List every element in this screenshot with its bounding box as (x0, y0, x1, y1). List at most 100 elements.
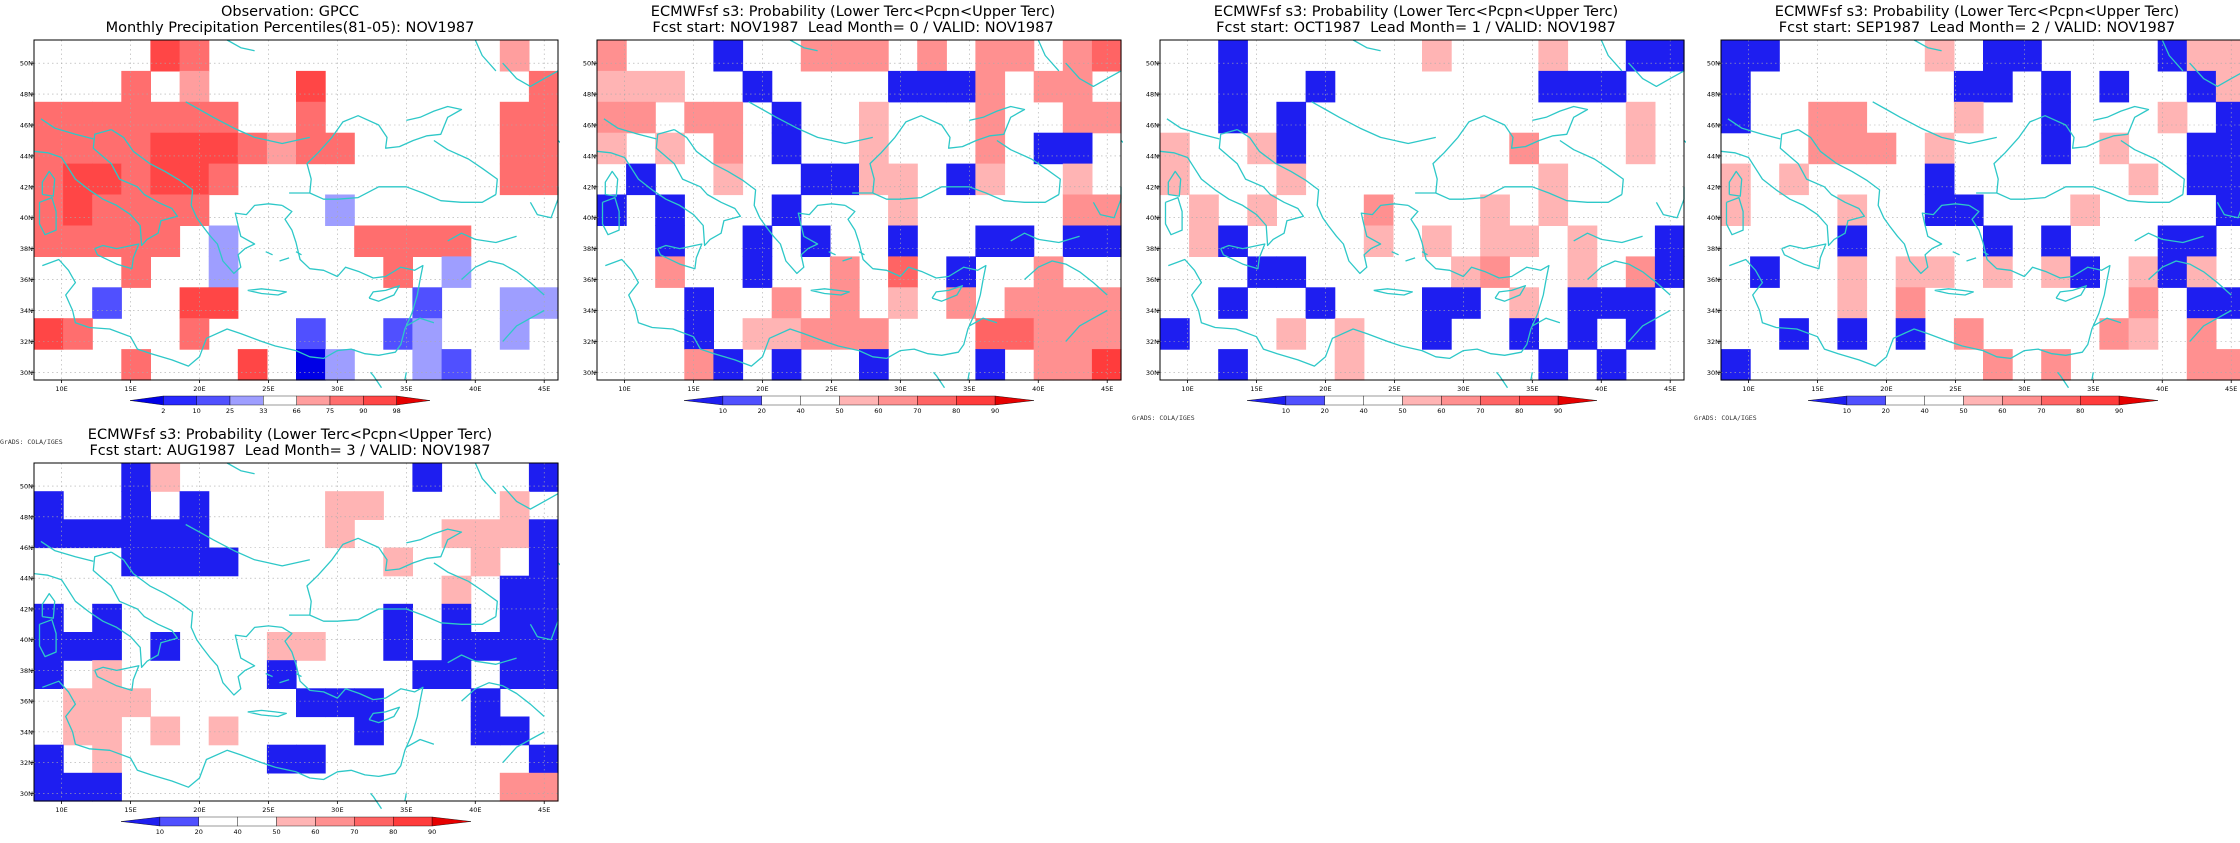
data-cell (179, 491, 210, 520)
x-tick-label: 15E (1250, 385, 1262, 393)
data-cell (888, 163, 918, 196)
data-cell (208, 132, 239, 165)
colorbar-label: 98 (393, 407, 401, 415)
y-tick-label: 38N (20, 667, 33, 675)
data-cell (1033, 318, 1064, 350)
coastline-layer (1159, 39, 1686, 389)
coastline (1628, 62, 1685, 88)
coastline-layer (33, 39, 560, 389)
colorbar-arrow-left (683, 395, 724, 406)
data-cell (121, 163, 151, 196)
data-cell (412, 660, 443, 689)
y-tick-label: 42N (20, 183, 33, 191)
coastline (502, 485, 559, 510)
data-cell (2186, 349, 2217, 381)
precipitation-map: 10E 15E 20E 25E 30E 35E 40E 45E 30N 32N 34N 36N 38N 4… (20, 39, 560, 415)
coastline-layer (33, 462, 560, 810)
data-cell (917, 70, 947, 103)
x-tick-label: 15E (687, 385, 699, 393)
data-cell (528, 132, 559, 165)
data-cell (2099, 318, 2130, 350)
data-cell (1004, 225, 1035, 257)
coastline (844, 204, 987, 280)
coastline (1415, 186, 1623, 203)
data-cell (1033, 70, 1064, 103)
gridlines (1721, 40, 2240, 380)
data-cell (1509, 318, 1539, 350)
coastline (247, 709, 287, 718)
data-cell (975, 318, 1006, 350)
coastline (1573, 232, 1643, 244)
data-cell (34, 772, 64, 802)
data-cell (441, 349, 472, 381)
data-cell (150, 40, 181, 72)
data-cell (2186, 256, 2217, 288)
coastline (1065, 62, 1122, 88)
x-tick-label: 30E (331, 806, 343, 814)
data-cell (208, 287, 239, 319)
data-cell (1596, 287, 1627, 319)
data-cell (528, 463, 559, 492)
data-cell (1422, 318, 1452, 350)
coastline (1405, 257, 1416, 262)
colorbar-arrow-right (2118, 395, 2159, 406)
coastline (1727, 118, 1781, 140)
coastline (1037, 39, 1060, 72)
coastline (1352, 39, 1381, 52)
data-cell (626, 101, 656, 134)
colorbar-box (800, 395, 840, 406)
data-cell (1721, 163, 1751, 196)
data-cell (528, 632, 559, 661)
coastline (433, 139, 498, 195)
data-cell (150, 716, 181, 746)
data-cell (34, 632, 64, 661)
coastline (933, 371, 946, 389)
data-cell (1480, 225, 1510, 257)
data-cell (946, 256, 976, 288)
data-cell (470, 519, 501, 549)
data-cell (946, 287, 976, 319)
grads-credit: GrADS: COLA/IGES (1694, 414, 1757, 422)
data-cell (2186, 40, 2217, 72)
colorbar-box (2002, 395, 2042, 406)
data-cell (1033, 349, 1064, 381)
colorbar-label: 90 (2115, 407, 2123, 415)
coastline (1236, 129, 1409, 275)
y-tick-label: 46N (583, 122, 596, 130)
coastline (605, 258, 984, 367)
colorbar-label: 50 (1959, 407, 1967, 415)
panel-title-line2: Fcst start: OCT1987 Lead Month= 1 / VALI… (1216, 20, 1616, 36)
data-cell (92, 225, 122, 257)
x-tick-label: 45E (1664, 385, 1676, 393)
data-cell (237, 132, 268, 165)
data-cell (63, 632, 93, 661)
data-cell (499, 660, 530, 689)
x-tick-label: 10E (618, 385, 630, 393)
coastline (404, 372, 407, 381)
coastline (405, 317, 435, 327)
data-cell (1983, 40, 2013, 72)
y-tick-label: 42N (1146, 183, 1159, 191)
data-cell (499, 632, 530, 661)
x-tick-label: 10E (1742, 385, 1754, 393)
x-tick-label: 40E (469, 806, 481, 814)
coastline (279, 678, 290, 684)
data-cell (655, 256, 685, 288)
data-cell (800, 163, 831, 196)
y-tick-label: 50N (20, 60, 33, 68)
data-cell (34, 744, 64, 774)
colorbar-label: 60 (311, 828, 319, 836)
y-tick-label: 30N (1707, 369, 1720, 377)
panel-title-line2: Fcst start: NOV1987 Lead Month= 0 / VALI… (652, 20, 1054, 36)
colorbar-label: 20 (1882, 407, 1890, 415)
data-cell (383, 256, 413, 288)
colorbar-label: 90 (991, 407, 999, 415)
coastline (281, 204, 424, 280)
data-cell (1654, 225, 1685, 257)
data-cell (528, 547, 559, 577)
panel-forecast-lead2: ECMWFsf s3: Probability (Lower Terc<Pcpn… (1707, 0, 2240, 420)
colorbar-box (196, 395, 231, 406)
data-cell (499, 772, 530, 802)
colorbar-label: 70 (350, 828, 358, 836)
colorbar-box (296, 395, 331, 406)
